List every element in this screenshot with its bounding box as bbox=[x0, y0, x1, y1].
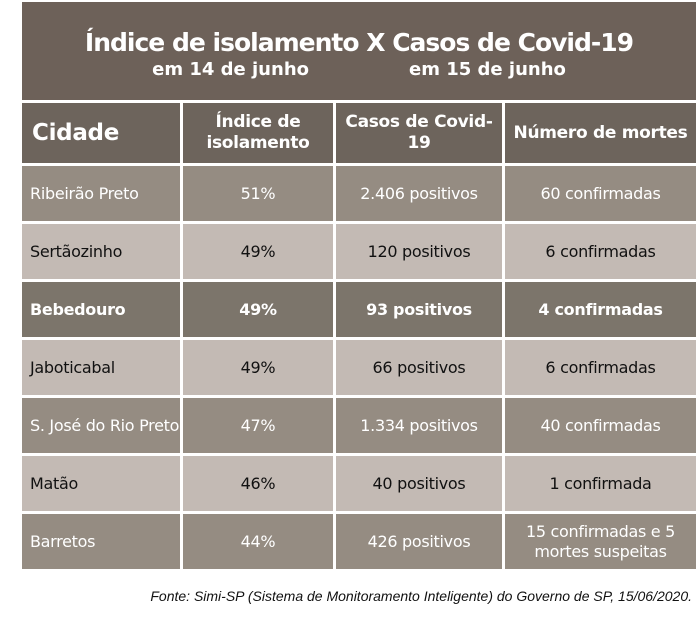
table-row: Matão 46% 40 positivos 1 confirmada bbox=[22, 456, 696, 511]
header-casos: Casos de Covid-19 bbox=[336, 103, 502, 163]
table-row: S. José do Rio Preto 47% 1.334 positivos 40… bbox=[22, 398, 696, 453]
cell-mortes: 6 confirmadas bbox=[505, 224, 696, 279]
cell-mortes: 6 confirmadas bbox=[505, 340, 696, 395]
cell-cidade: S. José do Rio Preto bbox=[22, 398, 180, 453]
cell-isolamento: 49% bbox=[183, 224, 333, 279]
header-isolamento: Índice de isolamento bbox=[183, 103, 333, 163]
title-date-right: em 15 de junho bbox=[409, 59, 566, 80]
cell-cidade: Ribeirão Preto bbox=[22, 166, 180, 221]
cell-isolamento: 46% bbox=[183, 456, 333, 511]
cell-isolamento: 47% bbox=[183, 398, 333, 453]
cell-cidade: Barretos bbox=[22, 514, 180, 569]
source-note: Fonte: Simi-SP (Sistema de Monitoramento… bbox=[150, 588, 692, 604]
cell-isolamento: 49% bbox=[183, 340, 333, 395]
cell-mortes: 1 confirmada bbox=[505, 456, 696, 511]
cell-mortes: 60 confirmadas bbox=[505, 166, 696, 221]
cell-mortes: 4 confirmadas bbox=[505, 282, 696, 337]
cell-cidade: Bebedouro bbox=[22, 282, 180, 337]
cell-isolamento: 44% bbox=[183, 514, 333, 569]
table-title: Índice de isolamento X Casos de Covid-19… bbox=[22, 2, 696, 100]
cell-casos: 1.334 positivos bbox=[336, 398, 502, 453]
cell-casos: 426 positivos bbox=[336, 514, 502, 569]
cell-cidade: Sertãozinho bbox=[22, 224, 180, 279]
title-main: Índice de isolamento X Casos de Covid-19 bbox=[84, 28, 634, 57]
cell-casos: 40 positivos bbox=[336, 456, 502, 511]
table-row: Jaboticabal 49% 66 positivos 6 confirmadas bbox=[22, 340, 696, 395]
cell-cidade: Jaboticabal bbox=[22, 340, 180, 395]
table-row: Sertãozinho 49% 120 positivos 6 confirmadas bbox=[22, 224, 696, 279]
cell-isolamento: 51% bbox=[183, 166, 333, 221]
cell-mortes: 40 confirmadas bbox=[505, 398, 696, 453]
cell-cidade: Matão bbox=[22, 456, 180, 511]
cell-mortes: 15 confirmadas e 5 mortes suspeitas bbox=[505, 514, 696, 569]
table-row: Barretos 44% 426 positivos 15 confirmadas e… bbox=[22, 514, 696, 569]
cell-casos: 66 positivos bbox=[336, 340, 502, 395]
cell-casos: 93 positivos bbox=[336, 282, 502, 337]
header-cidade: Cidade bbox=[22, 103, 180, 163]
title-date-left: em 14 de junho bbox=[152, 59, 309, 80]
covid-table: Índice de isolamento X Casos de Covid-19… bbox=[22, 2, 696, 569]
table-row: Ribeirão Preto 51% 2.406 positivos 60 confi… bbox=[22, 166, 696, 221]
header-row: Cidade Índice de isolamento Casos de Cov… bbox=[22, 103, 696, 163]
cell-casos: 2.406 positivos bbox=[336, 166, 502, 221]
cell-casos: 120 positivos bbox=[336, 224, 502, 279]
table-row: Bebedouro 49% 93 positivos 4 confirmadas bbox=[22, 282, 696, 337]
cell-isolamento: 49% bbox=[183, 282, 333, 337]
header-mortes: Número de mortes bbox=[505, 103, 696, 163]
